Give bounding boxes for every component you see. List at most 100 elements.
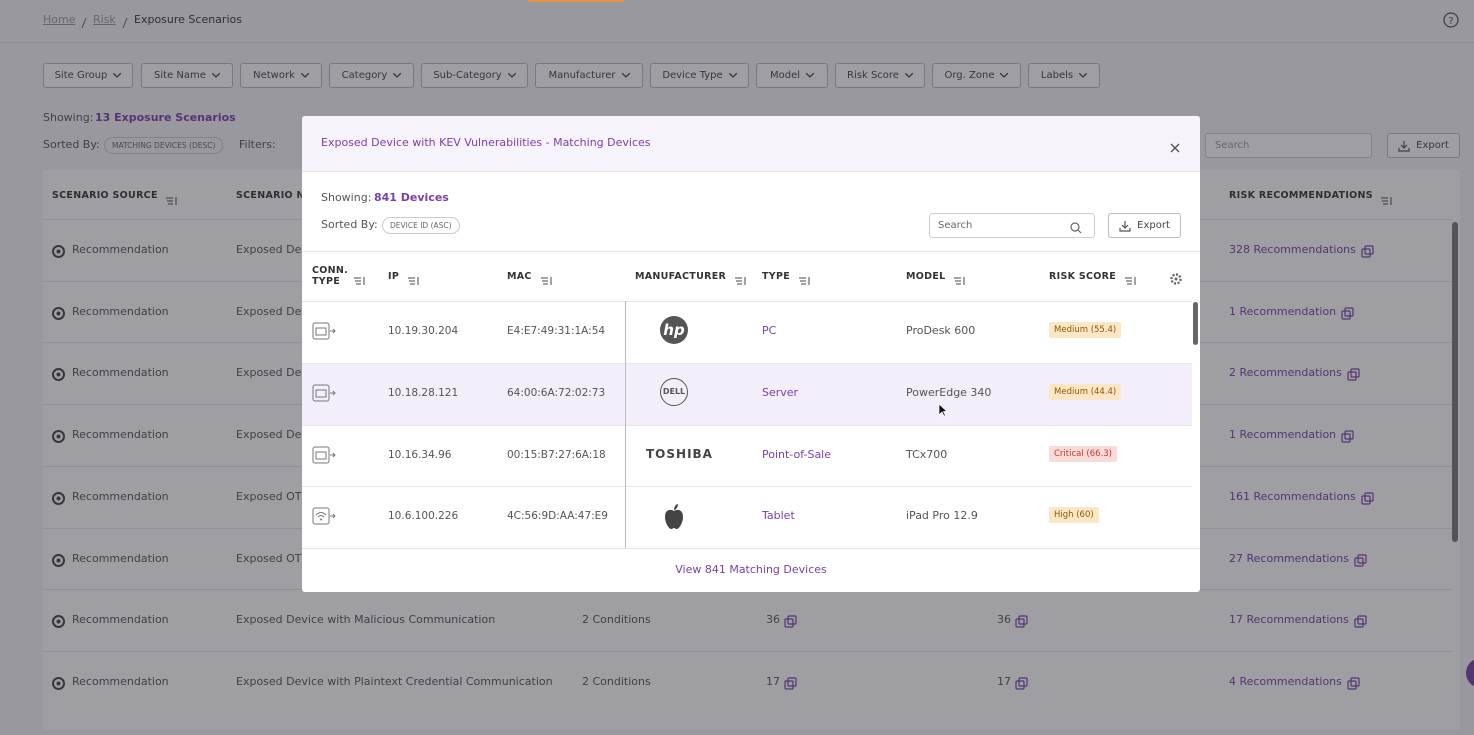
filter-label: Risk Score xyxy=(847,70,899,81)
device-row[interactable] xyxy=(302,424,1192,487)
conn-type-icon xyxy=(312,322,336,344)
filter-button[interactable]: Network xyxy=(240,63,322,88)
device-type[interactable]: PC xyxy=(762,324,777,337)
filter-label: Network xyxy=(253,70,295,81)
settings-icon xyxy=(1170,270,1182,289)
help[interactable]: ? xyxy=(1443,12,1459,28)
source-icon xyxy=(52,366,65,385)
breadcrumb-item[interactable]: Home xyxy=(43,13,76,26)
ethernet-icon xyxy=(312,384,336,402)
filter-button[interactable]: Site Name xyxy=(141,63,233,88)
conn-type-icon xyxy=(312,507,336,529)
close-button xyxy=(1170,138,1180,157)
manufacturer-logo xyxy=(662,502,686,534)
scenario-name: Exposed Dev xyxy=(236,243,308,256)
recommendations[interactable]: 2 Recommendations xyxy=(1229,366,1342,380)
breadcrumb-separator xyxy=(122,14,128,33)
source-icon xyxy=(52,552,65,571)
filter-button[interactable]: Sub-Category xyxy=(421,63,528,88)
column-header: SCENARIO SOURCE xyxy=(52,190,158,201)
scenario-source: Recommendation xyxy=(72,674,169,688)
caret xyxy=(1079,73,1088,78)
recommendations[interactable]: 161 Recommendations xyxy=(1229,489,1356,503)
export-button[interactable]: Export xyxy=(1108,213,1181,238)
sorted-pill: MATCHING DEVICES (DESC) xyxy=(104,137,224,154)
recommendations[interactable]: 27 Recommendations xyxy=(1229,551,1349,565)
mac: 4C:56:9D:AA:47:E9 xyxy=(507,510,608,523)
recommendations[interactable]: 1 Recommendation xyxy=(1229,304,1337,318)
device-row[interactable] xyxy=(302,301,1192,363)
gear[interactable] xyxy=(1170,273,1182,285)
recommendation-icon xyxy=(52,306,65,320)
apple-logo xyxy=(665,504,683,530)
cursor xyxy=(938,402,948,421)
matching-devices: 17 xyxy=(997,674,1011,688)
header-divider xyxy=(302,251,1200,252)
filter-button[interactable]: Org. Zone xyxy=(932,63,1021,88)
recommendations[interactable]: 1 Recommendation xyxy=(1229,428,1337,442)
open-icon xyxy=(1361,245,1374,258)
open-icon xyxy=(1341,305,1354,324)
showing-label: Showing: xyxy=(321,191,372,204)
modal-title: Exposed Device with KEV Vulnerabilities … xyxy=(321,136,651,149)
breadcrumb-item[interactable]: Risk xyxy=(93,13,116,26)
device-row[interactable] xyxy=(302,362,1192,425)
showing-value: 13 Exposure Scenarios xyxy=(95,111,236,124)
source-icon xyxy=(52,613,65,632)
filter-button[interactable]: Category xyxy=(329,63,414,88)
sort-icon xyxy=(408,271,420,290)
filter-button[interactable]: Device Type xyxy=(650,63,749,88)
device-row[interactable] xyxy=(302,486,1192,548)
export-button[interactable]: Export xyxy=(1387,133,1460,158)
recommendation-icon xyxy=(52,368,65,382)
source-icon xyxy=(52,243,65,262)
ip: 10.16.34.96 xyxy=(388,448,452,461)
search-placeholder: Search xyxy=(938,220,973,231)
svg-text:?: ? xyxy=(1448,16,1453,27)
recommendations[interactable]: 328 Recommendations xyxy=(1229,243,1356,256)
open-icon xyxy=(1347,677,1360,690)
mac: 64:00:6A:72:02:73 xyxy=(507,386,606,399)
column-header: TYPE xyxy=(762,271,791,282)
caret xyxy=(300,73,309,78)
device-type[interactable]: Point-of-Sale xyxy=(762,447,832,461)
showing-value: 841 Devices xyxy=(374,191,449,204)
search-box[interactable]: Search xyxy=(1205,133,1372,158)
open-icon xyxy=(1015,675,1028,694)
filter-button[interactable]: Model xyxy=(756,63,828,88)
open-icon xyxy=(784,675,797,694)
recommendations[interactable]: 17 Recommendations xyxy=(1229,613,1349,627)
filter-button[interactable]: Site Group xyxy=(43,63,133,88)
caret xyxy=(1000,73,1009,78)
sorted-label: Sorted By: xyxy=(321,218,378,231)
risk-badge: Medium (44.4) xyxy=(1049,383,1122,400)
export-label: Export xyxy=(1137,220,1170,231)
scenario-name: Exposed Dev xyxy=(236,304,308,318)
device-type[interactable]: Tablet xyxy=(762,509,795,523)
scenario-name: Exposed Dev xyxy=(236,428,308,442)
sort-icon xyxy=(799,277,810,285)
open-icon xyxy=(1361,490,1374,509)
column-header: MODEL xyxy=(906,271,946,282)
filter-button[interactable]: Risk Score xyxy=(835,63,925,88)
slash xyxy=(122,17,128,29)
column-header: SCENARIO NA xyxy=(236,190,313,201)
view-all-link[interactable]: View 841 Matching Devices xyxy=(675,563,827,576)
mac: 00:15:B7:27:6A:18 xyxy=(507,448,606,461)
column-header: CONN. TYPE xyxy=(312,265,349,287)
device-type[interactable]: Server xyxy=(762,385,799,399)
ethernet-icon xyxy=(312,322,336,340)
close[interactable] xyxy=(1170,143,1180,153)
sorted-pill: DEVICE ID (ASC) xyxy=(382,217,460,234)
column-header: RISK RECOMMENDATIONS xyxy=(1229,190,1373,201)
search-box[interactable]: Search xyxy=(929,213,1095,238)
recommendation-icon xyxy=(52,615,65,629)
model: iPad Pro 12.9 xyxy=(906,509,978,523)
column-header: IP xyxy=(388,271,400,282)
filter-button[interactable]: Labels xyxy=(1028,63,1100,88)
modal-header xyxy=(302,116,1200,172)
recommendations[interactable]: 4 Recommendations xyxy=(1229,674,1342,688)
filter-button[interactable]: Manufacturer xyxy=(535,63,643,88)
modal-scrollbar xyxy=(1193,302,1198,345)
open-icon xyxy=(784,615,797,628)
